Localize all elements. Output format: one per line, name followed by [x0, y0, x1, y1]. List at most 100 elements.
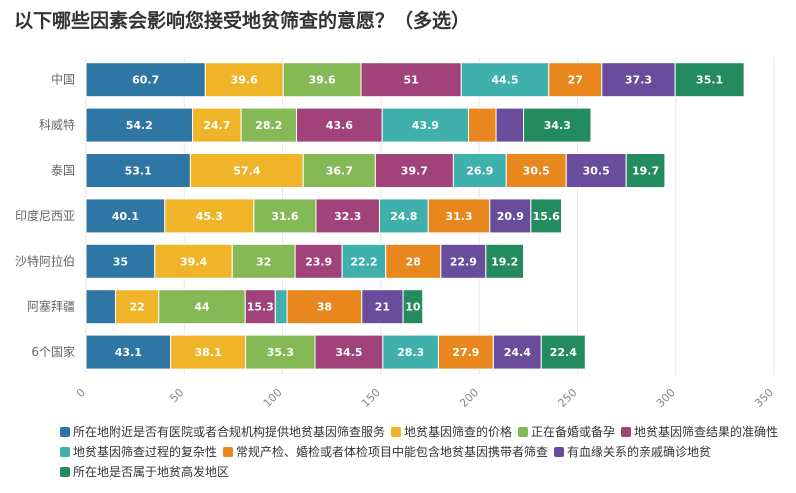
- bar-segment: [674, 62, 745, 98]
- data-label: 30.5: [583, 165, 610, 178]
- data-label: 15.3: [247, 301, 274, 314]
- bar-segment: [170, 334, 247, 370]
- bar-segment: [85, 289, 116, 325]
- bar-segment: [427, 198, 491, 234]
- data-label: 10: [405, 301, 421, 314]
- legend-item: 所在地是否属于地贫高发地区: [60, 462, 229, 482]
- bar-segment: [378, 198, 429, 234]
- data-label: 27.9: [452, 346, 479, 359]
- bar-segment: [485, 243, 525, 279]
- bar-segment: [452, 153, 507, 188]
- legend-item: 所在地附近是否有医院或者合规机构提供地贫基因筛查服务: [60, 422, 385, 442]
- category-label: 沙特阿拉伯: [15, 253, 75, 268]
- legend-label: 常规产检、婚检或者体检项目中能包含地贫基因携带者筛查: [236, 445, 549, 459]
- data-label: 22.4: [550, 346, 577, 359]
- category-label: 泰国: [51, 164, 75, 178]
- data-label: 35: [113, 255, 128, 268]
- bar-segment: [382, 334, 439, 370]
- bar-segment: [85, 243, 156, 279]
- data-label: 22.9: [450, 255, 477, 268]
- data-label: 38.1: [195, 346, 222, 359]
- legend-label: 所在地是否属于地贫高发地区: [73, 465, 230, 479]
- data-label: 35.1: [696, 74, 723, 87]
- bar-segment: [245, 334, 316, 370]
- category-label: 阿塞拜疆: [27, 299, 75, 314]
- x-tick-label: 0: [74, 386, 88, 400]
- legend-item: 有血缘关系的亲戚确诊地贫: [554, 442, 711, 462]
- data-label: 43.9: [412, 119, 439, 132]
- legend-swatch: [621, 427, 632, 437]
- category-label: 6个国家: [31, 344, 75, 359]
- legend-swatch: [223, 447, 234, 457]
- data-label: 19.7: [632, 165, 659, 178]
- bar-segment: [296, 107, 383, 143]
- bar-segment: [189, 153, 304, 188]
- data-label: 34.3: [544, 119, 571, 132]
- bar-segment: [302, 153, 376, 188]
- bar-segment: [530, 198, 563, 234]
- x-tick-label: 300: [654, 386, 678, 410]
- stacked-bar-chart: 0 50 100 150 200 250 300 350 中国 60.7 39.6 39.6 51 44.…: [15, 57, 776, 410]
- legend-swatch: [60, 467, 70, 477]
- data-label: 31.3: [445, 210, 472, 223]
- data-label: 32: [256, 255, 271, 268]
- data-label: 27: [568, 74, 583, 87]
- bar-segment: [374, 153, 454, 188]
- chart-title: 以下哪些因素会影响您接受地贫筛查的意愿？（多选）: [14, 10, 471, 32]
- data-label: 24.7: [203, 119, 230, 132]
- bar-segment: [85, 62, 206, 98]
- category-label: 印度尼西亚: [15, 208, 75, 223]
- data-label: 35.3: [267, 346, 294, 359]
- legend-label: 地贫基因筛查结果的准确性: [634, 425, 779, 439]
- legend-item: 常规产检、婚检或者体检项目中能包含地贫基因携带者筛查: [223, 442, 548, 462]
- data-label: 15.6: [533, 210, 560, 223]
- data-label: 26.9: [466, 165, 493, 178]
- bar-segment: [294, 243, 343, 279]
- data-label: 44: [194, 301, 210, 314]
- x-tick-label: 250: [556, 386, 580, 410]
- bar-segment: [523, 107, 592, 143]
- legend-label: 所在地附近是否有医院或者合规机构提供地贫基因筛查服务: [73, 425, 386, 439]
- data-label: 32.3: [334, 210, 361, 223]
- legend-item: 地贫基因筛查的价格: [391, 422, 512, 442]
- data-label: 31.6: [271, 210, 298, 223]
- data-label: 30.5: [523, 165, 550, 178]
- legend-label: 有血缘关系的亲戚确诊地贫: [567, 445, 712, 459]
- bar-segment: [565, 153, 627, 188]
- data-label: 45.3: [196, 210, 223, 223]
- data-label: 36.7: [326, 165, 353, 178]
- legend-label: 正在备婚或备孕: [531, 425, 616, 439]
- bar-segment: [341, 243, 387, 279]
- legend-label: 地贫基因筛查过程的复杂性: [73, 445, 218, 459]
- data-label: 60.7: [132, 74, 159, 87]
- legend-item: 地贫基因筛查结果的准确性: [621, 422, 778, 442]
- legend-swatch: [60, 447, 70, 457]
- data-label: 43.6: [326, 119, 353, 132]
- legend-swatch: [391, 427, 402, 437]
- x-tick-label: 50: [167, 386, 186, 405]
- data-label: 28: [406, 255, 421, 268]
- data-label: 23.9: [305, 255, 332, 268]
- bar-segment: [468, 107, 497, 143]
- bar-segment: [360, 62, 462, 98]
- x-tick-label: 200: [457, 386, 481, 410]
- legend-item: 地贫基因筛查过程的复杂性: [60, 442, 217, 462]
- bar-segment: [625, 153, 666, 188]
- data-label: 39.6: [309, 74, 336, 87]
- bar-segment: [240, 107, 298, 143]
- x-tick-label: 350: [752, 386, 776, 410]
- data-label: 39.7: [401, 165, 428, 178]
- bar-segment: [402, 289, 424, 325]
- data-label: 39.6: [231, 74, 258, 87]
- data-label: 51: [403, 74, 418, 87]
- data-label: 43.1: [115, 346, 142, 359]
- bar-segment: [164, 198, 255, 234]
- data-label: 28.2: [255, 119, 282, 132]
- legend-swatch: [518, 427, 529, 437]
- data-label: 34.5: [335, 346, 362, 359]
- legend-item: 正在备婚或备孕: [518, 422, 615, 442]
- bar-segment: [381, 107, 470, 143]
- data-label: 22: [129, 301, 144, 314]
- data-label: 24.4: [504, 346, 531, 359]
- data-label: 37.3: [625, 74, 652, 87]
